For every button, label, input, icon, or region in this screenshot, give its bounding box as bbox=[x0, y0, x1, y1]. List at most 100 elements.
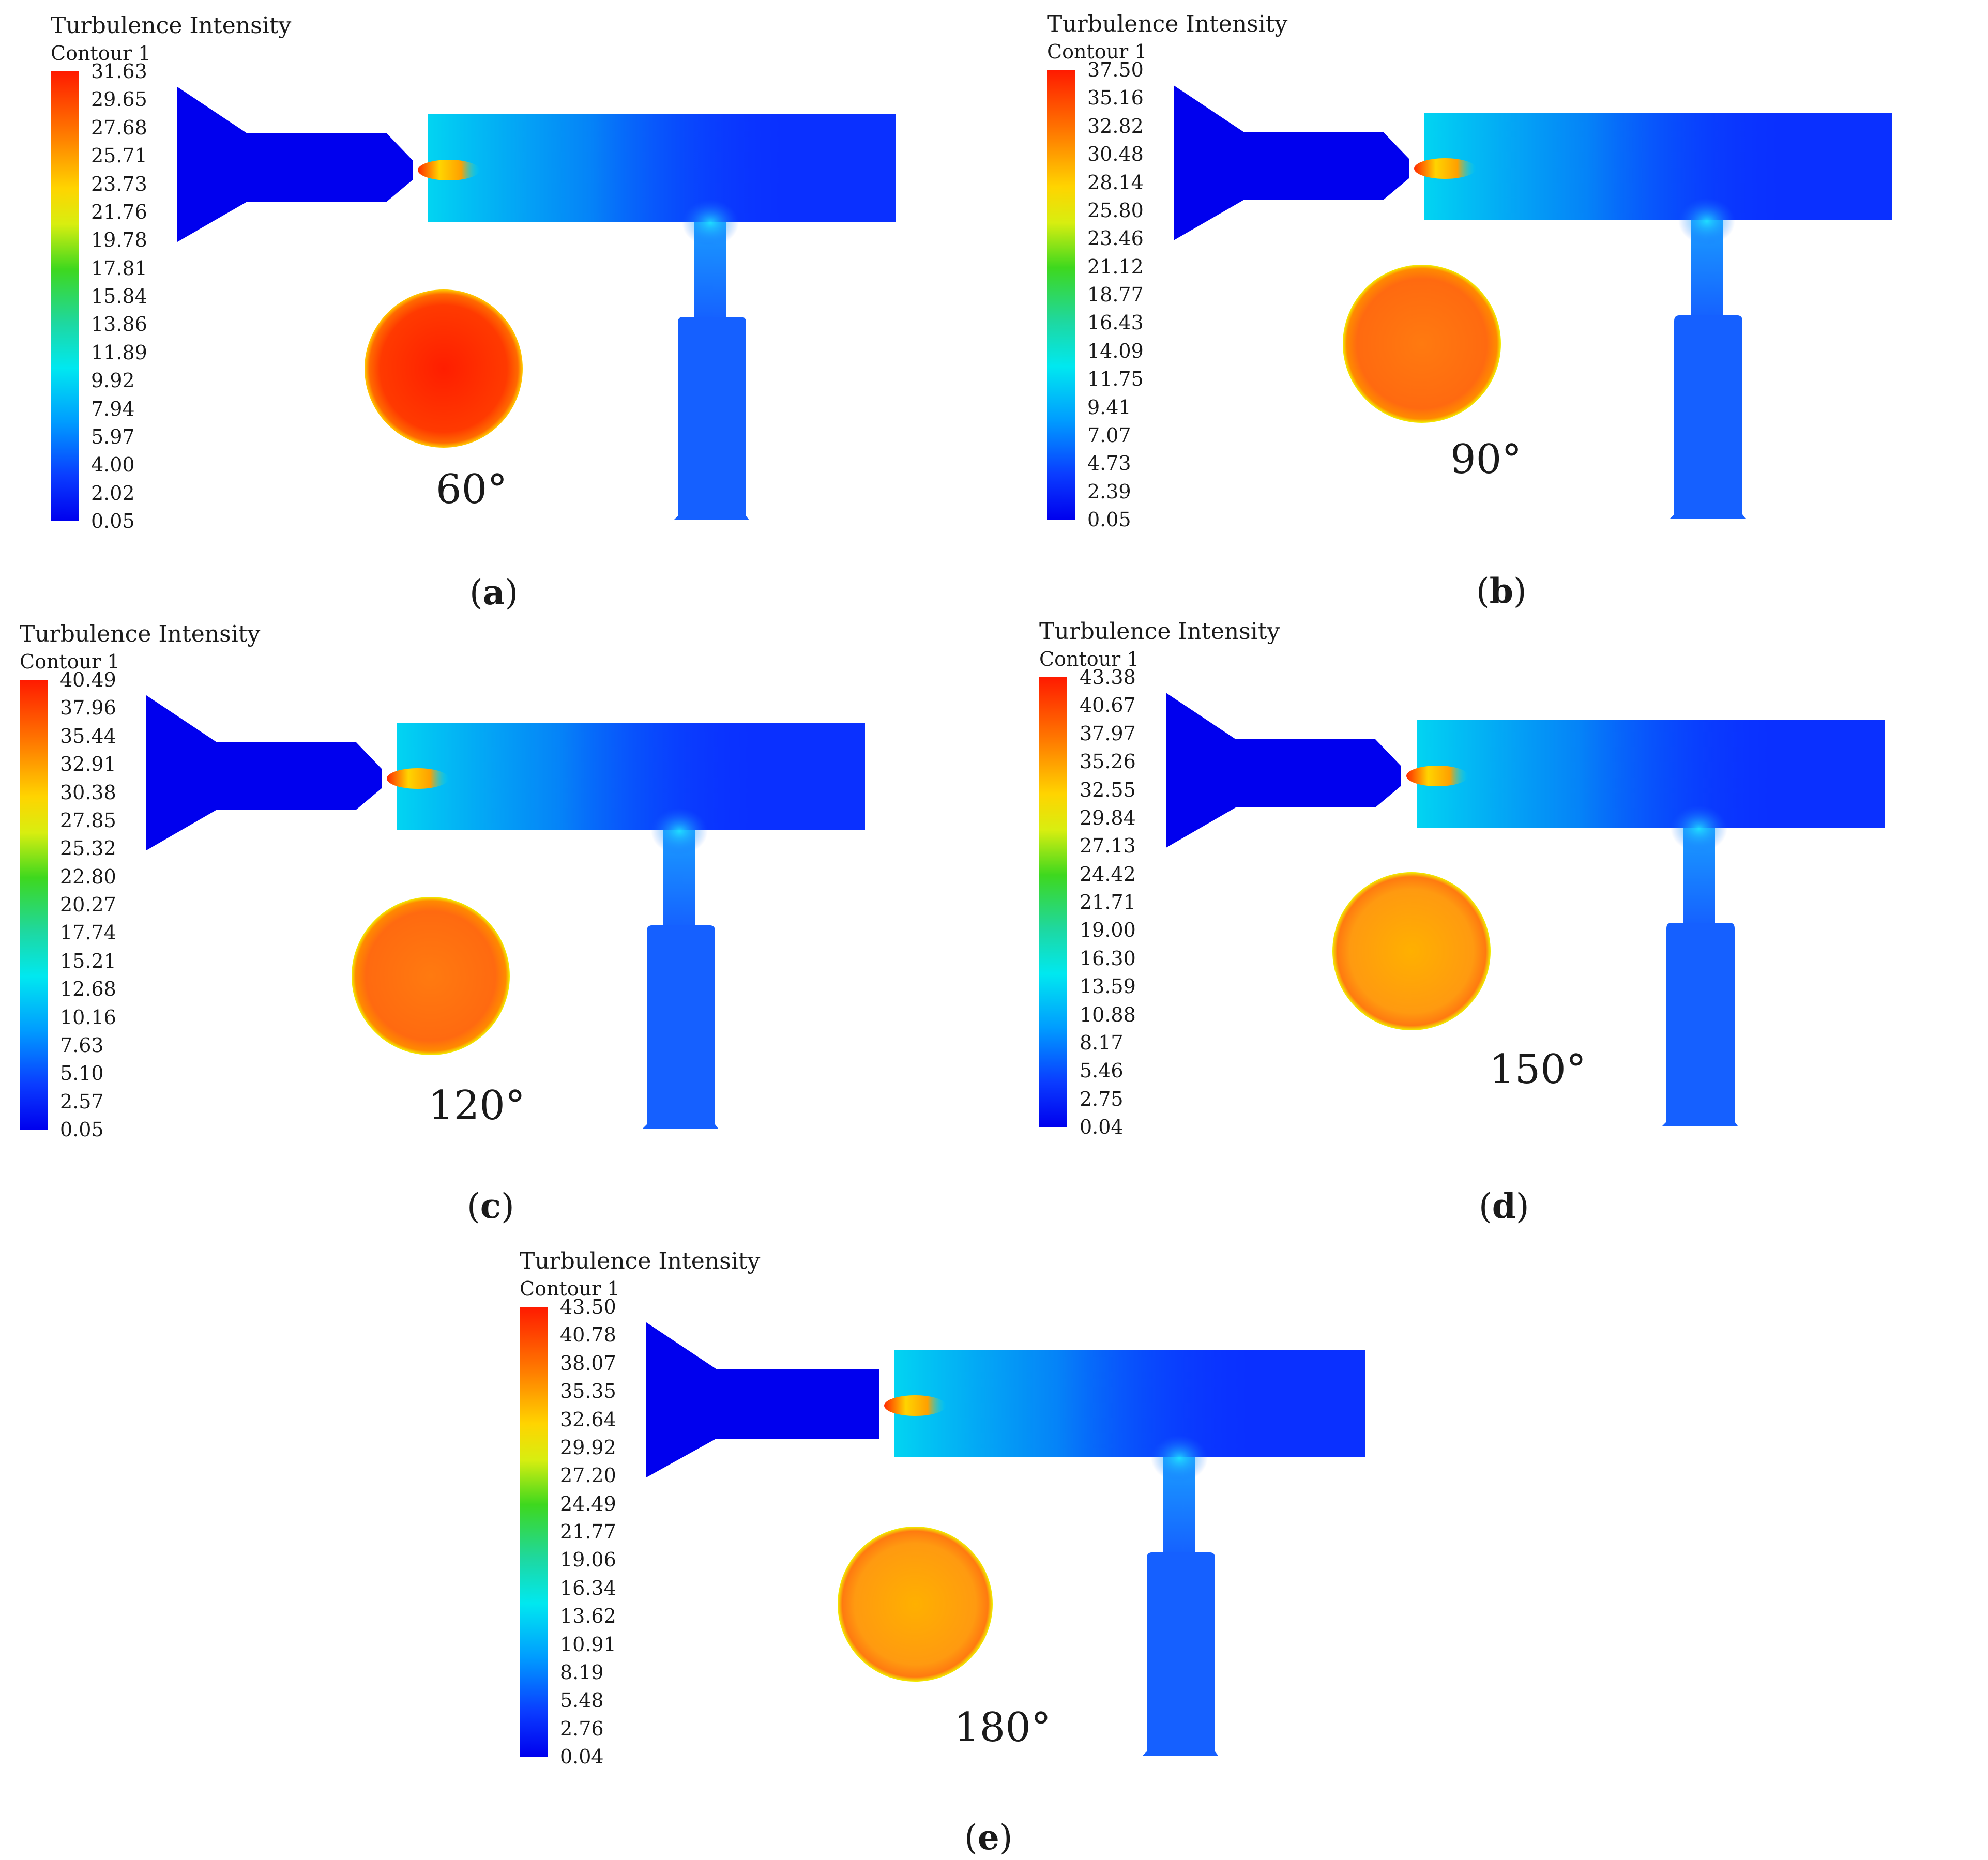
tick-label: 2.75 bbox=[1080, 1087, 1124, 1110]
tick-label: 38.07 bbox=[560, 1351, 616, 1375]
tick-label: 10.88 bbox=[1080, 1003, 1136, 1026]
inlet-cone bbox=[177, 87, 413, 242]
jet-plume bbox=[397, 723, 759, 830]
tick-label: 27.20 bbox=[560, 1464, 616, 1487]
tick-label: 5.48 bbox=[560, 1689, 604, 1712]
nozzle-jet bbox=[418, 160, 480, 180]
bend-glow bbox=[1151, 1435, 1208, 1482]
panel-e: Turbulence Intensity Contour 1 43.50 40.78 3… bbox=[520, 1250, 1368, 1860]
tick-label: 23.73 bbox=[91, 172, 147, 195]
panel-a: Turbulence Intensity Contour 1 31.63 29.65 2… bbox=[51, 14, 899, 624]
tick-label: 35.16 bbox=[1087, 86, 1144, 110]
colorbar bbox=[1047, 70, 1075, 520]
legend-subtitle: Contour 1 bbox=[1039, 648, 1140, 670]
tick-label: 5.97 bbox=[91, 425, 135, 448]
caption-letter: c bbox=[480, 1186, 501, 1226]
legend-subtitle: Contour 1 bbox=[1047, 40, 1147, 63]
outlet-pipe-body bbox=[643, 925, 718, 1129]
tick-label: 2.57 bbox=[60, 1090, 104, 1113]
tick-label: 15.21 bbox=[60, 949, 116, 972]
cross-section-circle bbox=[365, 289, 523, 448]
outlet-pipe-body bbox=[1662, 923, 1738, 1126]
cross-section-circle bbox=[838, 1527, 993, 1682]
bend-glow bbox=[1678, 198, 1735, 245]
tick-label: 24.49 bbox=[560, 1492, 616, 1515]
tick-label: 23.46 bbox=[1087, 227, 1144, 250]
tick-label: 35.26 bbox=[1080, 750, 1136, 773]
contour-plot bbox=[646, 1322, 1365, 1756]
tick-label: 11.89 bbox=[91, 341, 147, 364]
legend-title: Turbulence Intensity bbox=[20, 621, 261, 647]
caption-letter: d bbox=[1492, 1186, 1516, 1226]
tick-label: 21.71 bbox=[1080, 891, 1136, 913]
tick-label: 25.32 bbox=[60, 837, 116, 860]
caption-open: ( bbox=[1479, 1186, 1492, 1226]
tick-label: 27.68 bbox=[91, 116, 147, 139]
colorbar-ticks: 43.50 40.78 38.07 35.35 32.64 29.92 27.20 24.49… bbox=[560, 1297, 638, 1766]
tick-label: 32.91 bbox=[60, 753, 116, 776]
tick-label: 16.34 bbox=[560, 1576, 616, 1599]
caption-close: ) bbox=[999, 1818, 1013, 1857]
tick-label: 17.74 bbox=[60, 921, 116, 944]
tick-label: 9.92 bbox=[91, 369, 135, 392]
tick-label: 43.50 bbox=[560, 1295, 616, 1318]
legend-title: Turbulence Intensity bbox=[51, 12, 292, 39]
jet-plume bbox=[428, 114, 790, 222]
tick-label: 32.55 bbox=[1080, 778, 1136, 801]
contour-plot bbox=[1174, 85, 1892, 519]
inlet-cone bbox=[146, 695, 382, 850]
tick-label: 37.96 bbox=[60, 696, 116, 720]
tick-label: 21.76 bbox=[91, 200, 147, 223]
tick-label: 18.77 bbox=[1087, 283, 1144, 306]
tick-label: 29.92 bbox=[560, 1436, 616, 1459]
caption-close: ) bbox=[505, 573, 519, 613]
contour-plot bbox=[146, 695, 865, 1129]
inlet-cone bbox=[1166, 693, 1401, 848]
tick-label: 2.39 bbox=[1087, 480, 1131, 503]
bend-glow bbox=[682, 200, 739, 246]
legend-subtitle: Contour 1 bbox=[20, 650, 120, 673]
tick-label: 37.97 bbox=[1080, 722, 1136, 745]
tick-label: 14.09 bbox=[1087, 339, 1144, 362]
legend-subtitle: Contour 1 bbox=[520, 1277, 620, 1300]
outlet-pipe-body bbox=[674, 317, 749, 520]
caption-close: ) bbox=[500, 1186, 514, 1226]
tick-label: 10.91 bbox=[560, 1633, 616, 1656]
tick-label: 11.75 bbox=[1087, 368, 1144, 391]
tick-label: 24.42 bbox=[1080, 862, 1136, 886]
nozzle-jet bbox=[387, 768, 449, 789]
tick-label: 10.16 bbox=[60, 1005, 116, 1029]
outlet-pipe-body bbox=[1670, 315, 1746, 519]
panel-caption: (a) bbox=[469, 575, 518, 610]
legend-title: Turbulence Intensity bbox=[1039, 618, 1280, 645]
inlet-cone bbox=[1174, 85, 1409, 240]
colorbar-ticks: 40.49 37.96 35.44 32.91 30.38 27.85 25.32 22.80… bbox=[60, 670, 138, 1139]
tick-label: 15.84 bbox=[91, 285, 147, 308]
angle-label: 120° bbox=[428, 1083, 525, 1129]
tick-label: 37.50 bbox=[1087, 58, 1144, 81]
panel-d: Turbulence Intensity Contour 1 43.38 40.67 3… bbox=[1039, 620, 1887, 1230]
caption-open: ( bbox=[469, 573, 483, 613]
tick-label: 5.10 bbox=[60, 1062, 104, 1085]
colorbar-ticks: 37.50 35.16 32.82 30.48 28.14 25.80 23.46 21.12… bbox=[1087, 60, 1165, 529]
tick-label: 30.38 bbox=[60, 781, 116, 804]
inlet-cone bbox=[646, 1322, 879, 1477]
tick-label: 43.38 bbox=[1080, 666, 1136, 689]
colorbar bbox=[520, 1307, 548, 1757]
tick-label: 16.43 bbox=[1087, 311, 1144, 334]
tick-label: 0.04 bbox=[1080, 1116, 1124, 1138]
tick-label: 40.78 bbox=[560, 1323, 616, 1347]
nozzle-jet bbox=[1406, 766, 1468, 786]
tick-label: 20.27 bbox=[60, 893, 116, 916]
tick-label: 8.19 bbox=[560, 1660, 604, 1684]
tick-label: 28.14 bbox=[1087, 171, 1144, 194]
tick-label: 30.48 bbox=[1087, 143, 1144, 166]
cross-section-circle bbox=[1332, 872, 1491, 1030]
tick-label: 19.00 bbox=[1080, 919, 1136, 942]
tick-label: 8.17 bbox=[1080, 1031, 1124, 1054]
tick-label: 13.62 bbox=[560, 1605, 616, 1628]
tick-label: 16.30 bbox=[1080, 947, 1136, 970]
contour-plot bbox=[177, 87, 896, 520]
legend-title: Turbulence Intensity bbox=[520, 1248, 761, 1274]
tick-label: 2.02 bbox=[91, 481, 135, 505]
